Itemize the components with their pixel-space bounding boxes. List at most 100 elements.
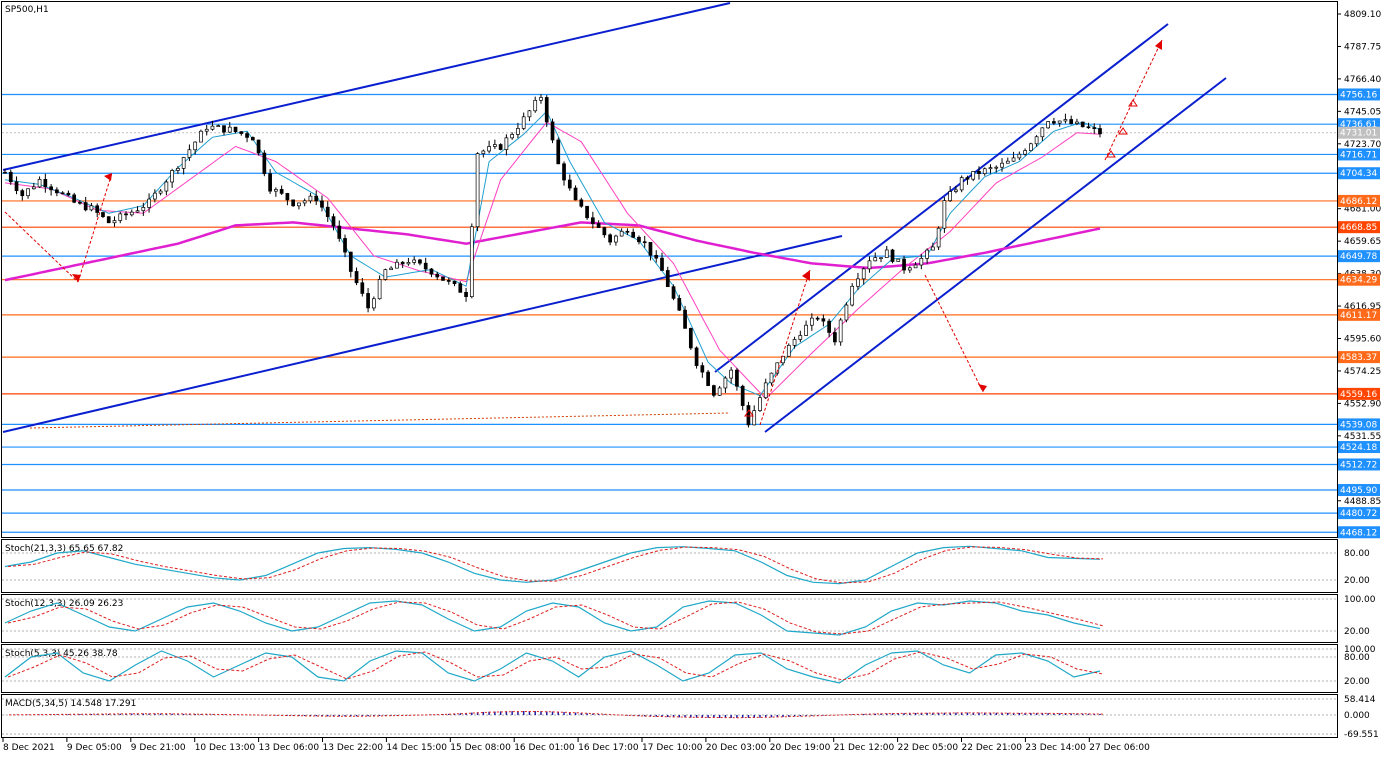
candle-body	[954, 189, 958, 192]
candle-body	[527, 110, 532, 118]
level-badge	[1338, 148, 1380, 161]
candle-body	[1017, 153, 1022, 159]
stoch-d-line	[7, 546, 1104, 584]
indicator-level-label: 20.00	[1344, 576, 1370, 586]
candle-body	[279, 189, 284, 194]
candle-body	[717, 387, 722, 396]
stoch2-panel-frame	[1, 594, 1338, 643]
forecast-arrows	[4, 39, 1163, 429]
down-arrow-icon	[978, 384, 987, 392]
candle-body	[919, 258, 924, 266]
candle-body	[418, 259, 422, 264]
time-tick-label: 16 Dec 01:00	[514, 743, 575, 753]
candle-body	[164, 181, 169, 192]
candle-body	[873, 257, 878, 262]
channel-lower-line	[764, 77, 1227, 433]
candle-body	[1075, 121, 1079, 124]
candle-body	[614, 235, 618, 243]
candle-body	[66, 192, 71, 196]
candle-body	[694, 347, 699, 366]
forecast-line	[29, 412, 731, 429]
candle-body	[187, 149, 192, 158]
candle-body	[746, 405, 751, 426]
candle-body	[469, 226, 474, 298]
trend-lines	[2, 2, 1227, 433]
indicator-level-label: 80.00	[1344, 653, 1370, 663]
candle-body	[95, 205, 100, 213]
price-tick-label: 4745.05	[1344, 107, 1381, 117]
candle-body	[706, 371, 710, 386]
candle-body	[769, 372, 774, 384]
time-tick-label: 9 Dec 21:00	[131, 743, 186, 753]
candle-body	[464, 292, 468, 298]
macd-panel-frame	[1, 694, 1338, 738]
price-tick-label: 4595.60	[1344, 335, 1381, 345]
stoch-k-line	[4, 650, 1101, 684]
price-axis: 4809.10 4787.75 4766.40 4745.05 4723.70 4681.…	[1337, 10, 1381, 507]
candle-body	[815, 317, 820, 320]
candle-body	[152, 192, 157, 200]
candle-body	[60, 192, 65, 195]
candle-body	[809, 317, 814, 326]
candle-body	[285, 193, 290, 201]
forecast-line	[77, 172, 113, 283]
indicator-panels: Stoch(21,3,3) 65.65 67.82 80.00 20.00 Stoch…	[2, 544, 1379, 740]
down-arrow-icon	[72, 274, 81, 282]
candle-body	[458, 283, 463, 293]
time-tick-label: 13 Dec 22:00	[323, 743, 384, 753]
level-badge-label: 4649.78	[1340, 252, 1377, 262]
level-badge-label: 4583.37	[1340, 353, 1377, 363]
candle-body	[262, 152, 267, 175]
level-badge	[1338, 418, 1380, 431]
candle-body	[308, 195, 313, 202]
candle-body	[377, 279, 382, 300]
candle-body	[291, 199, 296, 207]
candle-body	[314, 195, 319, 202]
candle-body	[965, 177, 970, 180]
candle-body	[49, 186, 53, 191]
candle-body	[429, 268, 434, 275]
candle-body	[723, 377, 728, 389]
candle-body	[688, 328, 693, 349]
candle-body	[792, 339, 797, 346]
candle-body	[3, 171, 7, 174]
candle-body	[786, 344, 791, 357]
candle-body	[1092, 127, 1097, 129]
time-tick-label: 15 Dec 08:00	[450, 743, 511, 753]
level-badge	[1338, 526, 1380, 539]
candle-body	[994, 166, 999, 169]
level-badge	[1338, 484, 1380, 497]
candle-body	[654, 254, 659, 259]
level-badge	[1338, 507, 1380, 520]
candle-body	[493, 144, 497, 147]
candle-body	[1086, 126, 1091, 129]
candle-body	[343, 238, 347, 253]
price-tick-label: 4809.10	[1344, 10, 1381, 20]
candle-body	[827, 320, 831, 333]
candle-body	[204, 128, 209, 132]
price-badges: 4756.16 4736.61 4716.71 4704.34 4686.12 4668.…	[1338, 88, 1380, 539]
candle-body	[446, 280, 451, 282]
level-badge-label: 4756.16	[1340, 90, 1377, 100]
time-tick-label: 20 Dec 03:00	[706, 743, 767, 753]
level-badge-label: 4524.18	[1340, 443, 1377, 453]
indicator-level-label: 100.00	[1344, 645, 1376, 655]
candle-body	[562, 163, 566, 181]
indicator-level-label: 80.00	[1344, 549, 1370, 559]
candle-body	[297, 202, 301, 207]
level-badge-label: 4480.72	[1340, 509, 1377, 519]
candle-body	[977, 170, 981, 174]
candle-body	[354, 271, 359, 284]
level-badge	[1338, 308, 1380, 321]
candle-body	[371, 298, 376, 309]
ma-long-line	[4, 221, 1101, 282]
price-tick-label: 4616.95	[1344, 302, 1381, 312]
candle-body	[383, 269, 388, 280]
candle-body	[129, 211, 134, 216]
candle-body	[1011, 157, 1016, 162]
level-badge-label: 4495.90	[1340, 486, 1377, 496]
candle-body	[106, 216, 111, 224]
candle-body	[176, 168, 180, 171]
candle-body	[78, 201, 82, 204]
